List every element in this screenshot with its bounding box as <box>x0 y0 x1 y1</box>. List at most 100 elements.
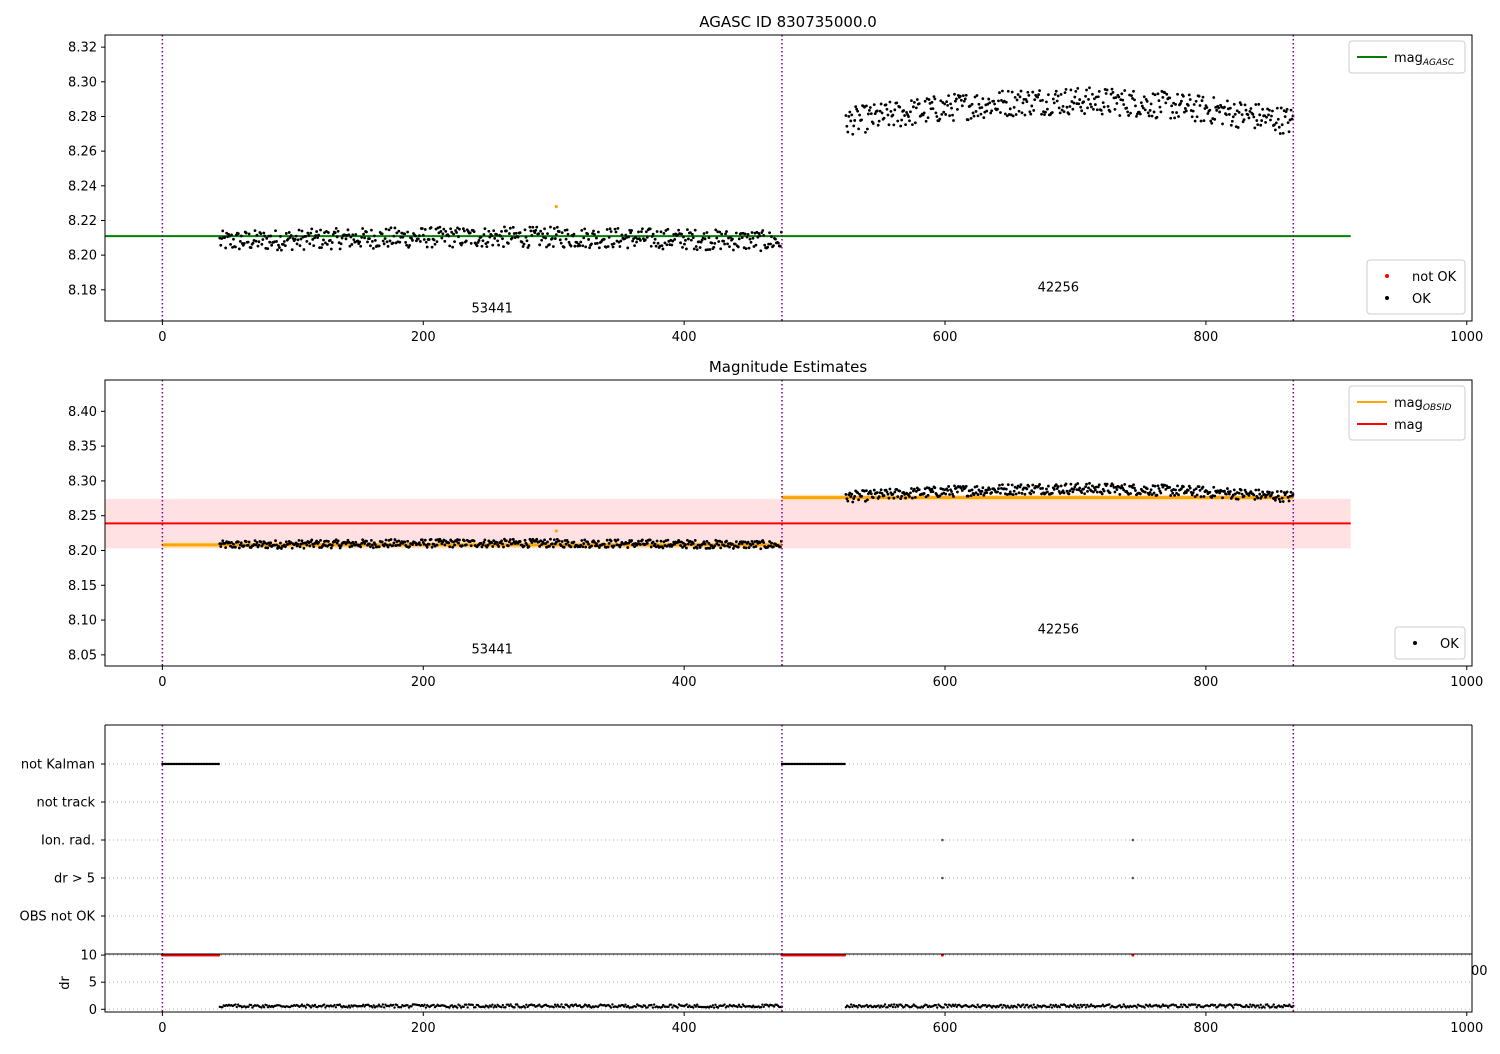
chart4-dr-point <box>1256 1004 1260 1007</box>
chart2-point <box>772 545 775 549</box>
chart2-point <box>998 483 1001 487</box>
chart2-point <box>310 538 314 542</box>
chart1-point <box>605 228 609 231</box>
chart1-point <box>485 245 489 249</box>
chart1-point <box>404 241 408 244</box>
chart3-category-label: OBS not OK <box>20 910 96 925</box>
chart4-dr-point <box>313 1003 317 1007</box>
chart2-point <box>990 491 994 494</box>
chart2-point <box>705 539 709 543</box>
chart1-point <box>612 242 616 246</box>
chart1-point <box>748 237 752 241</box>
chart4-dr-point <box>942 1006 945 1009</box>
chart1-point <box>541 232 545 236</box>
chart1-legend-marker <box>1385 296 1389 300</box>
chart1-point <box>852 124 856 128</box>
chart4-dr-point <box>740 1005 743 1009</box>
chart4-dr-point <box>849 1003 853 1006</box>
chart2-point <box>1202 495 1206 498</box>
chart4-ylabel: dr <box>58 976 73 990</box>
chart1-point <box>602 237 606 241</box>
chart1-point <box>406 230 410 234</box>
chart1-point <box>1092 107 1095 111</box>
chart1-point <box>866 127 869 131</box>
chart1-point <box>854 105 858 109</box>
chart1-point <box>908 119 911 123</box>
chart2-point <box>1275 490 1279 493</box>
chart2-point <box>602 542 606 546</box>
chart1-point <box>584 245 588 249</box>
chart1-point <box>731 237 734 241</box>
chart1-point <box>776 241 780 245</box>
chart4-dr-point <box>1108 1003 1111 1006</box>
chart2-point <box>1257 488 1261 492</box>
chart1-point <box>1239 103 1243 107</box>
chart1-point <box>966 118 970 122</box>
chart2-point <box>501 542 504 546</box>
chart1-point <box>340 236 344 240</box>
chart1-point <box>381 239 385 243</box>
chart1-point <box>888 100 892 104</box>
chart1-point <box>293 237 297 241</box>
chart1-point <box>1033 98 1037 102</box>
chart1-point <box>486 240 490 244</box>
chart1-point <box>546 232 549 236</box>
chart1-point <box>645 235 649 239</box>
chart1-point <box>637 230 640 234</box>
chart1-point <box>392 234 396 238</box>
chart1-point <box>1164 101 1168 105</box>
chart2-point <box>1041 486 1044 490</box>
chart1-point <box>326 231 330 234</box>
chart2-point <box>1285 490 1289 494</box>
chart1-point <box>769 242 772 246</box>
chart1-point <box>552 227 556 230</box>
chart1-point <box>734 231 738 235</box>
chart1-point <box>695 248 699 252</box>
chart4-dr-point <box>578 1004 581 1007</box>
chart1-point <box>681 246 684 249</box>
chart1-point <box>607 235 611 239</box>
chart4-dr-point <box>346 1006 349 1009</box>
chart1-point <box>1283 115 1287 119</box>
chart2-point <box>361 538 365 542</box>
chart2-point <box>1015 486 1019 490</box>
chart1-point <box>537 232 541 236</box>
chart2-point <box>1096 485 1100 489</box>
chart2-point <box>244 540 248 543</box>
chart4-dr-point <box>1263 1006 1266 1009</box>
chart1-point <box>508 226 512 230</box>
chart1-point <box>1190 115 1194 119</box>
chart2-legend-label: OK <box>1440 637 1459 652</box>
chart4-dr-point <box>432 1003 435 1007</box>
chart1-point <box>1010 90 1014 94</box>
chart1-point <box>313 236 317 240</box>
chart1-point <box>555 225 559 229</box>
chart4-dr-point <box>260 1006 263 1009</box>
chart4-dr-point <box>1147 1005 1150 1008</box>
chart1-xtick-label: 1000 <box>1450 330 1483 345</box>
chart2-point <box>538 544 542 548</box>
chart1-point <box>683 242 686 246</box>
chart1-point <box>324 241 327 245</box>
chart1-point <box>749 240 753 244</box>
chart1-point <box>596 230 600 234</box>
chart2-point <box>481 543 485 547</box>
chart1-point <box>660 244 664 247</box>
chart2-point <box>411 543 414 546</box>
chart1-point <box>551 237 554 240</box>
chart1-point <box>941 101 945 104</box>
chart1-point <box>453 240 456 244</box>
chart1-point <box>1019 89 1023 93</box>
chart1-point <box>377 244 381 248</box>
chart1-point <box>393 226 397 230</box>
chart1-point <box>543 227 546 231</box>
chart2-point <box>1097 483 1101 487</box>
chart1-point <box>1055 99 1059 103</box>
chart1-ytick-label: 8.20 <box>68 249 97 264</box>
chart1-point <box>644 230 648 234</box>
chart1-point <box>1235 109 1239 113</box>
chart1-point <box>1064 87 1068 91</box>
chart1-point <box>737 237 741 241</box>
